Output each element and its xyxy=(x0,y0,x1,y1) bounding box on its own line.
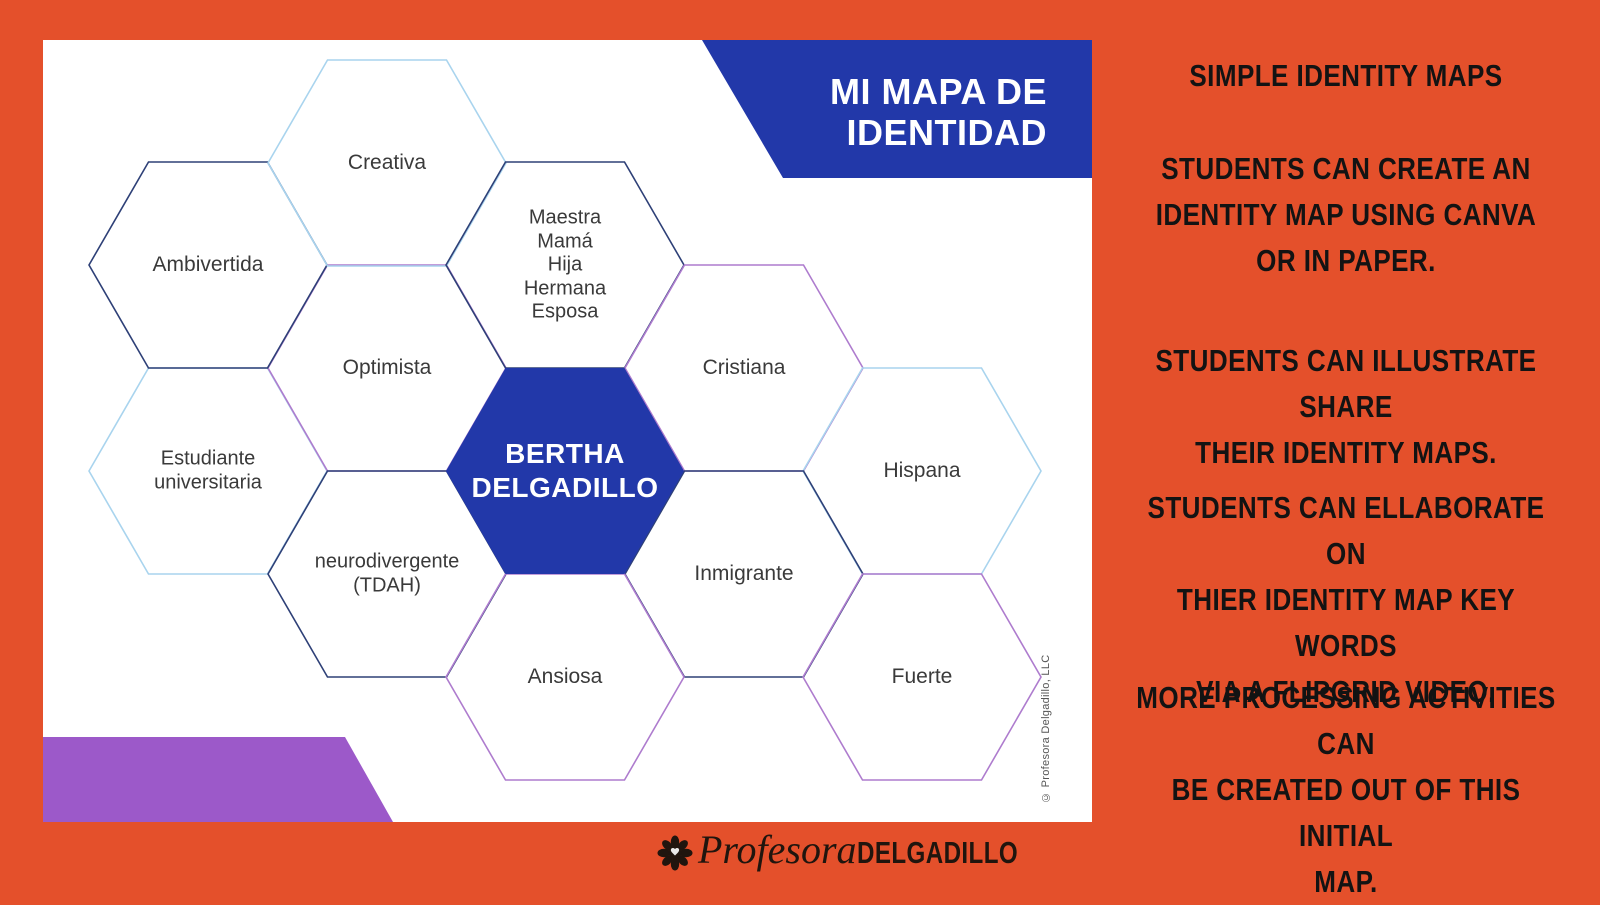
notes-panel: SIMPLE IDENTITY MAPS STUDENTS CAN CREATE… xyxy=(1092,0,1600,900)
panel-paragraph: STUDENTS CAN CREATE AN IDENTITY MAP USIN… xyxy=(1155,151,1537,278)
hexagon-shape-ansiosa xyxy=(445,573,685,781)
panel-paragraph: MORE PROCESSING ACTIVITIES CAN BE CREATE… xyxy=(1136,680,1556,899)
panel-paragraph: STUDENTS CAN ILLUSTRATE SHARE THEIR IDEN… xyxy=(1155,343,1537,470)
panel-heading: SIMPLE IDENTITY MAPS xyxy=(1189,58,1503,93)
hexagon-shape-estudiante xyxy=(88,367,328,575)
panel-paragraph: STUDENTS CAN ELLABORATE ON THIER IDENTIT… xyxy=(1147,490,1545,709)
hexagon-shape-hispana xyxy=(802,367,1042,575)
poster-title: MI MAPA DE IDENTIDAD xyxy=(830,71,1047,153)
brand-caps-text: DELGADILLO xyxy=(856,835,1018,870)
brand-logo: Profesora DELGADILLO xyxy=(655,828,1063,872)
honeycomb-diagram xyxy=(88,59,1042,781)
hexagon-shape-bertha xyxy=(446,368,684,574)
identity-map-card: MI MAPA DE IDENTIDAD Estudiante universi… xyxy=(43,40,1092,822)
hexagon-shape-ambivertida xyxy=(88,161,328,369)
hexagon-shape-fuerte xyxy=(802,573,1042,781)
hexagon-shape-creativa xyxy=(267,59,507,267)
purple-accent-shape xyxy=(43,737,393,822)
brand-script-text: Profesora xyxy=(698,827,857,872)
hexagon-shape-maestra xyxy=(445,161,685,369)
copyright-note: © Profesora Delgadillo, LLC xyxy=(1040,654,1052,803)
rose-icon xyxy=(657,835,693,871)
